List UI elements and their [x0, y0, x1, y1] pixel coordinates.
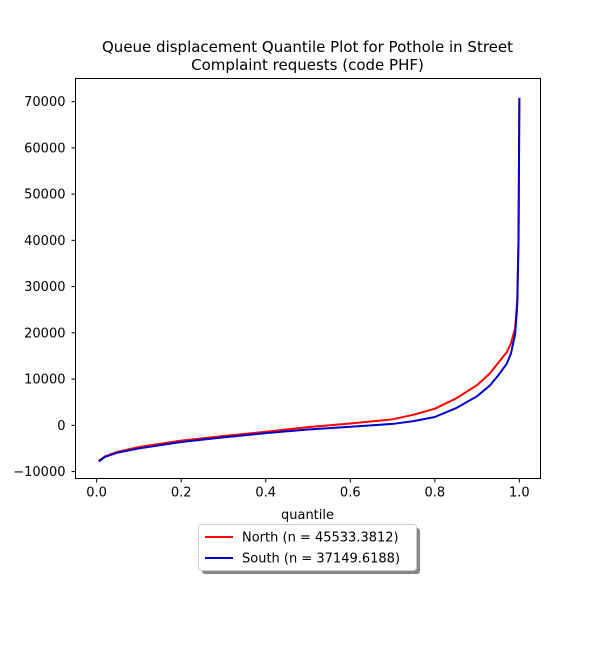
legend-box	[198, 524, 417, 571]
x-axis-ticks: 0.0 0.2 0.4 0.6 0.8 1.0	[86, 478, 530, 501]
chart-title-line-1: Queue displacement Quantile Plot for Pot…	[102, 38, 513, 56]
series-line-south	[98, 97, 521, 463]
x-tick-label: 0.8	[424, 486, 445, 501]
legend-label-south: South (n = 37149.6188)	[242, 552, 400, 567]
x-axis-label: quantile	[281, 508, 334, 523]
plot-lines	[98, 97, 521, 463]
plot-frame	[75, 78, 541, 479]
x-tick-label: 0.0	[86, 486, 107, 501]
y-tick-label: 20000	[24, 326, 65, 341]
x-tick-label: 0.2	[171, 486, 192, 501]
y-tick-label: 60000	[24, 141, 65, 156]
y-tick-label: 50000	[24, 188, 65, 203]
x-tick-label: 0.4	[255, 486, 276, 501]
y-tick-label: 0	[57, 419, 65, 434]
legend: North (n = 45533.3812) South (n = 37149.…	[198, 524, 420, 574]
y-tick-label: 10000	[24, 373, 65, 388]
legend-label-north: North (n = 45533.3812)	[242, 531, 399, 546]
x-tick-label: 0.6	[340, 486, 361, 501]
x-tick-label: 1.0	[509, 486, 530, 501]
series-line-north	[98, 97, 521, 462]
y-axis-ticks: −10000 0 10000 20000 30000 40000 50000 60000 700…	[13, 95, 76, 480]
y-tick-label: 40000	[24, 234, 65, 249]
y-tick-label: −10000	[13, 465, 65, 480]
chart-title-line-2: Complaint requests (code PHF)	[191, 56, 424, 74]
y-tick-label: 30000	[24, 280, 65, 295]
y-tick-label: 70000	[24, 95, 65, 110]
